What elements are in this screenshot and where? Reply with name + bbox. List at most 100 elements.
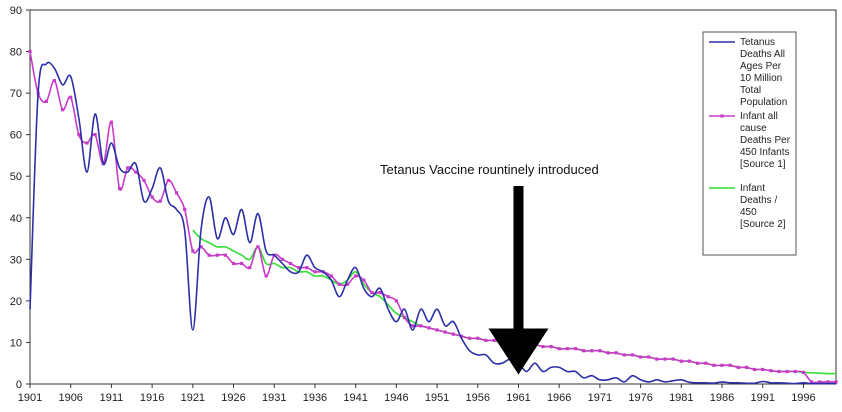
x-tick-label: 1946 — [384, 392, 408, 404]
series-marker — [191, 249, 195, 253]
plot-frame — [29, 9, 837, 385]
series-marker — [459, 334, 464, 338]
series-marker — [752, 367, 757, 372]
y-tick-label: 90 — [10, 5, 22, 17]
series-marker — [573, 347, 578, 351]
series-marker — [468, 336, 472, 340]
y-tick-label: 0 — [16, 379, 22, 391]
series-marker — [622, 353, 626, 357]
legend-label: Infant Deaths /450 [Source 2] — [740, 183, 786, 230]
series-marker — [801, 370, 806, 374]
legend-entry-tetanus-deaths: Tetanus Deaths All Ages Per 10 Million Total… — [709, 37, 787, 108]
series-marker — [687, 359, 692, 363]
series-marker — [663, 357, 667, 361]
series-marker — [818, 380, 822, 384]
series-marker — [720, 363, 724, 367]
series-marker — [744, 365, 749, 369]
series-marker — [484, 338, 488, 342]
series-marker — [174, 191, 179, 195]
series-marker — [541, 345, 545, 349]
x-tick-label: 1951 — [425, 392, 449, 404]
y-tick-label: 30 — [10, 254, 22, 266]
series-marker — [785, 369, 789, 374]
series-marker — [598, 349, 602, 353]
x-tick-label: 1976 — [628, 392, 652, 404]
series-marker — [231, 261, 236, 266]
axes: 0 10 20 30 40 50 60 70 80 90 1901 1906 1911 1916 1921 1… — [10, 5, 837, 404]
series-marker — [402, 315, 407, 320]
series-marker — [223, 253, 227, 257]
y-tick-label: 60 — [10, 130, 22, 142]
x-tick-label: 1971 — [588, 392, 612, 404]
series-marker — [77, 133, 81, 137]
series-marker — [313, 270, 317, 274]
legend-marker — [720, 114, 724, 118]
series-marker — [769, 369, 773, 373]
series-marker — [394, 299, 398, 303]
series-marker — [582, 349, 586, 353]
x-tick-label: 1981 — [669, 392, 693, 404]
series-marker — [60, 108, 65, 112]
series-marker — [590, 349, 594, 353]
series-infant-deaths-source1-line — [29, 51, 836, 384]
y-tick-label: 50 — [10, 171, 22, 183]
series-marker — [630, 353, 635, 357]
series-tetanus-deaths-line — [29, 61, 836, 385]
series-marker — [240, 261, 244, 266]
annotation: Tetanus Vaccine rountinely introduced — [380, 162, 599, 375]
series-marker — [52, 79, 57, 83]
series-marker — [419, 324, 423, 328]
series-marker — [117, 187, 122, 191]
series-marker — [329, 274, 333, 278]
series-marker — [215, 253, 219, 257]
y-tick-label: 80 — [10, 47, 22, 59]
series-marker — [565, 347, 569, 351]
x-tick-label: 1906 — [58, 392, 82, 404]
series-marker — [557, 347, 561, 351]
series-marker — [679, 359, 683, 363]
y-tick-label: 40 — [10, 213, 22, 225]
series-marker — [378, 290, 382, 295]
annotation-text: Tetanus Vaccine rountinely introduced — [380, 162, 599, 177]
series-marker — [695, 361, 700, 365]
series-marker — [354, 274, 358, 278]
series-marker — [639, 355, 643, 359]
series-marker — [288, 261, 293, 266]
series-marker — [704, 361, 708, 365]
x-tick-label: 1901 — [18, 392, 42, 404]
x-tick-label: 1936 — [303, 392, 327, 404]
series-marker — [370, 290, 374, 295]
series-marker — [134, 170, 138, 174]
series-marker — [345, 282, 350, 286]
series-marker — [248, 266, 252, 270]
series-marker — [736, 365, 740, 369]
series-marker — [761, 367, 765, 372]
series-marker — [44, 99, 48, 104]
series-marker — [126, 166, 130, 170]
series-marker — [207, 253, 211, 257]
legend-entry-infant-source2: Infant Deaths /450 [Source 2] — [709, 183, 786, 230]
series-marker — [712, 363, 716, 367]
series-marker — [183, 207, 187, 212]
series-marker — [28, 49, 32, 54]
y-tick-label: 70 — [10, 88, 22, 100]
x-tick-label: 1941 — [343, 392, 367, 404]
series-marker — [614, 351, 618, 355]
series-marker — [199, 245, 203, 249]
legend: Tetanus Deaths All Ages Per 10 Million Total… — [702, 31, 797, 256]
series-marker — [443, 330, 447, 334]
series-marker — [85, 141, 89, 145]
series-marker — [606, 351, 610, 355]
series-marker — [451, 332, 455, 336]
x-tick-label: 1911 — [100, 392, 124, 404]
x-tick-label: 1991 — [750, 392, 774, 404]
series-marker — [69, 95, 73, 99]
legend-label: Infant all cause Deaths Per 450 Infants [Sou… — [740, 111, 791, 170]
series-marker — [93, 133, 97, 137]
series-marker — [647, 355, 651, 359]
series-marker — [158, 199, 162, 203]
series-marker — [256, 245, 260, 249]
series-marker — [435, 328, 439, 332]
series-marker — [362, 278, 366, 282]
series-marker — [809, 380, 814, 384]
